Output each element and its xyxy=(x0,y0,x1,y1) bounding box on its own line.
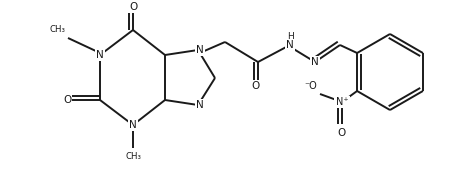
Text: H: H xyxy=(287,32,294,41)
Text: CH₃: CH₃ xyxy=(49,25,65,34)
Text: O: O xyxy=(338,128,346,138)
Text: CH₃: CH₃ xyxy=(125,152,141,161)
Text: N: N xyxy=(96,50,104,60)
Text: ⁻O: ⁻O xyxy=(304,81,317,91)
Text: N⁺: N⁺ xyxy=(336,97,349,107)
Text: N: N xyxy=(129,120,137,130)
Text: N: N xyxy=(311,57,319,67)
Text: O: O xyxy=(252,81,260,91)
Text: N: N xyxy=(196,45,204,55)
Text: N: N xyxy=(196,100,204,110)
Text: O: O xyxy=(129,2,137,12)
Text: N: N xyxy=(286,40,294,50)
Text: O: O xyxy=(63,95,71,105)
